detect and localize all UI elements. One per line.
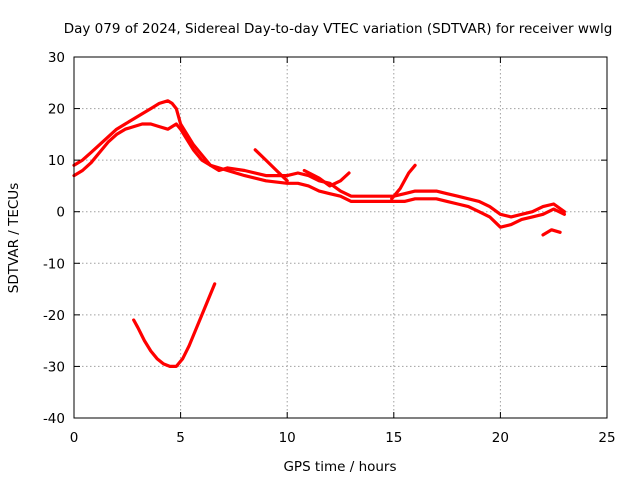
series-main-track-lower xyxy=(72,122,567,229)
series-branch-15-16 xyxy=(390,163,417,201)
y-axis-label: SDTVAR / TECUs xyxy=(6,183,22,293)
y-tick-label: -40 xyxy=(43,411,65,427)
x-tick-label: 10 xyxy=(279,430,296,446)
plot-frame xyxy=(73,56,608,419)
series-main-track-upper xyxy=(72,99,567,219)
y-tick-label: 0 xyxy=(56,205,65,221)
series-branch-8-10 xyxy=(253,148,289,183)
y-tick-label: 30 xyxy=(48,50,65,66)
x-tick-label: 25 xyxy=(598,430,615,446)
y-tick-label: -30 xyxy=(43,359,65,375)
series-group xyxy=(72,99,567,368)
y-tick-label: -20 xyxy=(43,308,65,324)
x-tick-label: 15 xyxy=(385,430,402,446)
series-low-arc xyxy=(132,282,217,368)
y-tick-labels: -40 -30 -20 -10 0 10 20 30 xyxy=(43,50,65,427)
x-tick-label: 5 xyxy=(176,430,185,446)
series-late-segment xyxy=(541,228,562,237)
series-branch-11-13 xyxy=(302,168,351,188)
y-tick-label: 10 xyxy=(48,153,65,169)
y-tick-label: 20 xyxy=(48,102,65,118)
x-tick-label: 20 xyxy=(492,430,509,446)
x-tick-label: 0 xyxy=(70,430,79,446)
grid xyxy=(74,57,607,418)
x-tick-labels: 0 5 10 15 20 25 xyxy=(70,430,616,446)
y-tick-label: -10 xyxy=(43,256,65,272)
chart-title: Day 079 of 2024, Sidereal Day-to-day VTE… xyxy=(64,21,613,37)
axes xyxy=(73,56,608,419)
x-axis-label: GPS time / hours xyxy=(283,459,396,475)
